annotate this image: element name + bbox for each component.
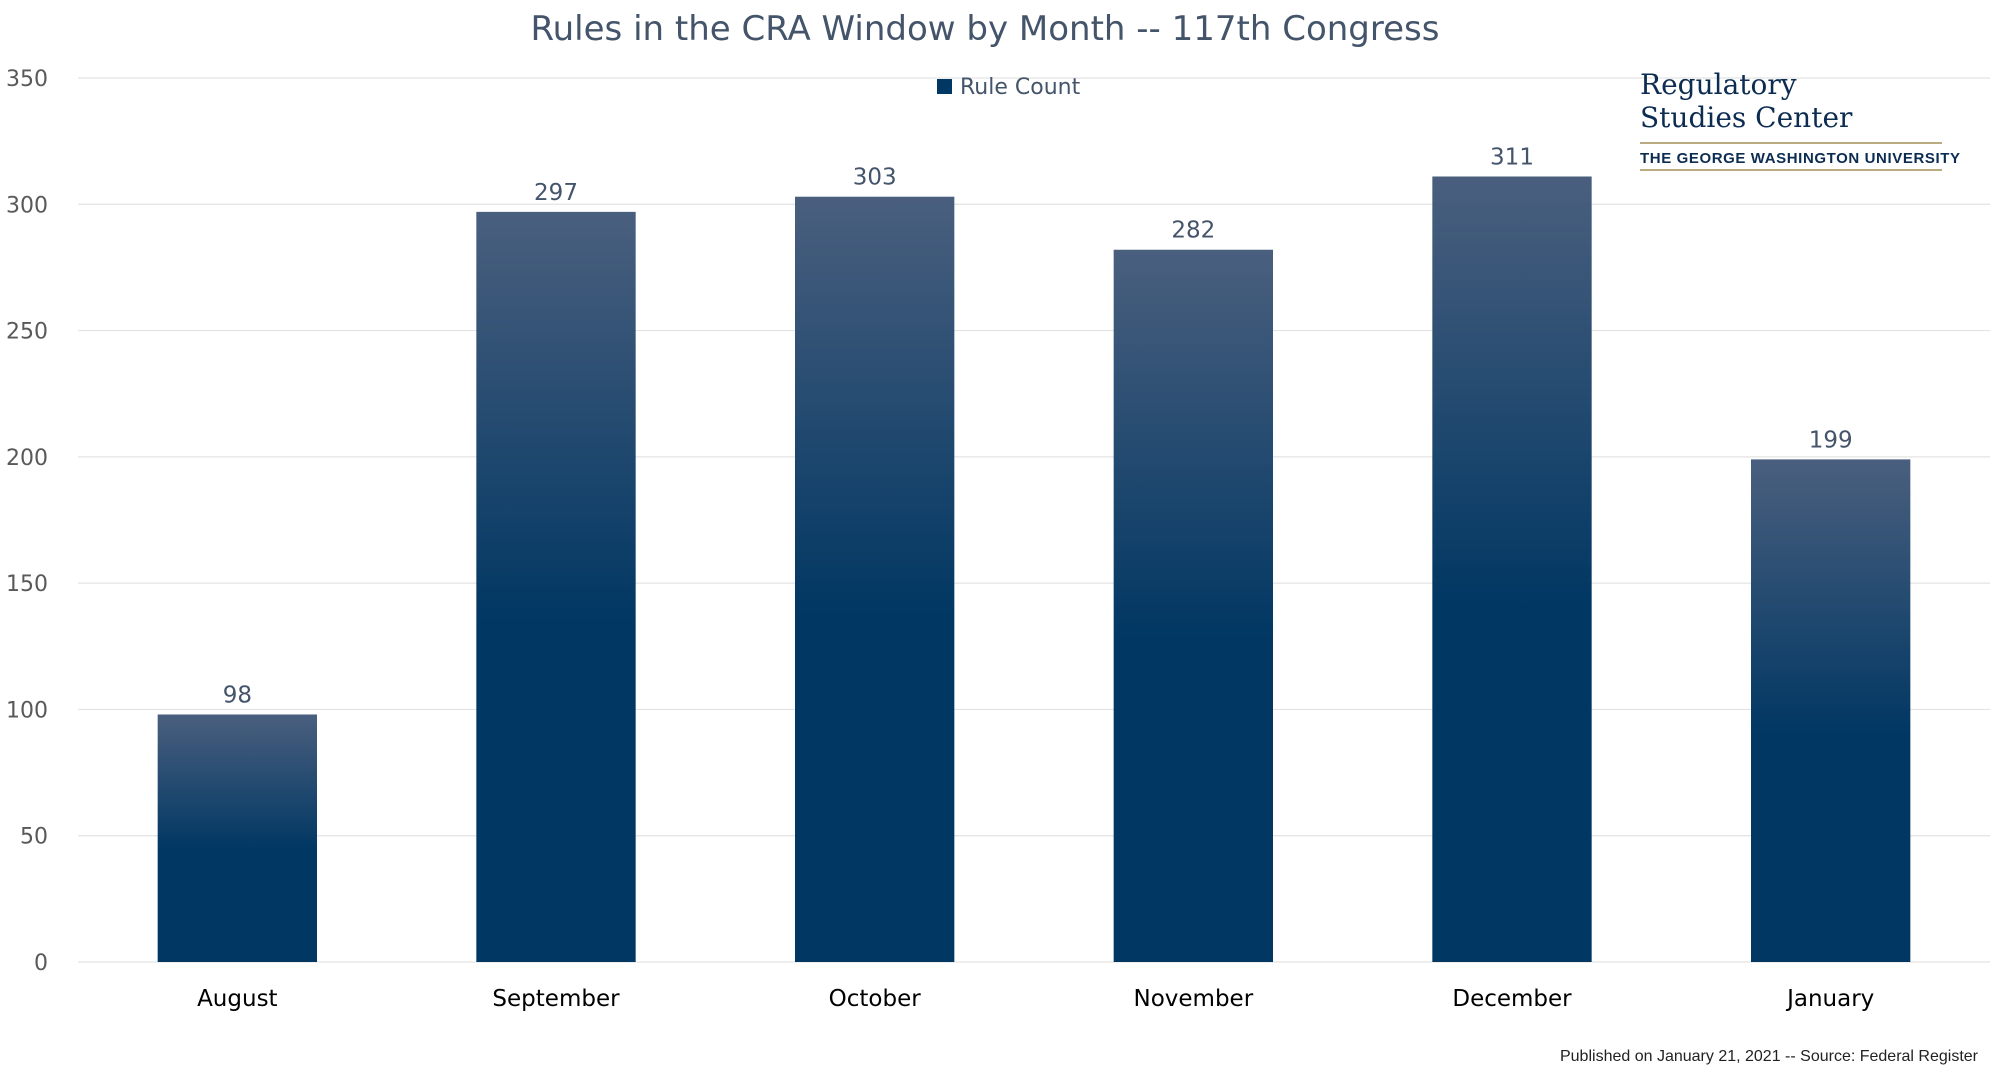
bar-january [1751,459,1911,962]
x-category-december: December [1452,986,1572,1012]
bars [157,176,1911,963]
y-tick-label: 100 [6,698,48,723]
bar-september [476,211,636,962]
y-tick-label: 250 [6,320,48,345]
legend-label-rule-count: Rule Count [960,75,1081,100]
logo: Regulatory Studies Center THE GEORGE WAS… [1640,68,1961,171]
data-labels: 98 297 303 282 311 199 [223,145,1853,709]
bar-october [795,196,955,963]
logo-line-regulatory: Regulatory [1640,68,1797,101]
data-label-september: 297 [534,180,578,206]
bar-august [157,714,317,962]
data-label-january: 199 [1809,427,1853,453]
logo-line-gwu: THE GEORGE WASHINGTON UNIVERSITY [1640,150,1961,167]
y-tick-label: 300 [6,193,48,218]
x-category-january: January [1785,986,1874,1012]
y-tick-label: 150 [6,572,48,597]
gridlines [78,77,1990,963]
y-tick-label: 200 [6,446,48,471]
chart-title: Rules in the CRA Window by Month -- 117t… [531,9,1440,49]
data-label-november: 282 [1171,218,1215,244]
source-note: Published on January 21, 2021 -- Source:… [1560,1048,1979,1065]
y-axis-ticks: 0 50 100 150 200 250 300 350 [6,67,48,976]
legend-swatch-rule-count [937,79,952,94]
x-axis-categories: August September October November December Ja… [197,986,1874,1012]
x-category-august: August [197,986,278,1012]
logo-line-studies-center: Studies Center [1640,101,1853,134]
x-category-october: October [829,986,922,1012]
data-label-october: 303 [853,165,897,191]
y-tick-label: 350 [6,67,48,92]
data-label-august: 98 [223,682,252,708]
y-tick-label: 50 [20,825,48,850]
x-category-november: November [1134,986,1254,1012]
y-tick-label: 0 [34,951,48,976]
data-label-december: 311 [1490,145,1534,171]
legend: Rule Count [937,75,1081,100]
bar-december [1432,176,1592,962]
x-category-september: September [492,986,620,1012]
bar-november [1113,249,1273,963]
